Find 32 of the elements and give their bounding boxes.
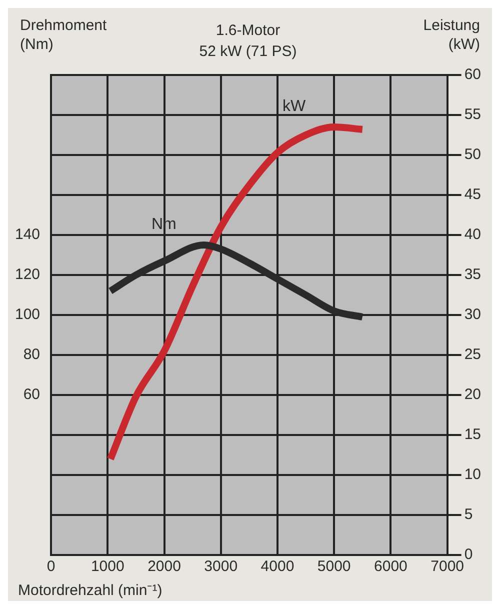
y2-tick-label: 10 bbox=[464, 466, 482, 484]
x-tick-label: 6000 bbox=[374, 558, 408, 576]
y2-tick-label: 45 bbox=[464, 186, 482, 204]
x-tick-label: 2000 bbox=[148, 558, 181, 576]
y-tick-label: 60 bbox=[23, 386, 40, 404]
y-tick-label: 140 bbox=[14, 226, 40, 244]
y2-tick-label: 50 bbox=[464, 146, 482, 164]
x-tick-label: 5000 bbox=[317, 558, 351, 576]
y2-tick-label: 55 bbox=[464, 106, 482, 124]
x-tick-label: 3000 bbox=[204, 558, 238, 576]
y-tick-label: 80 bbox=[23, 346, 40, 364]
x-tick-label: 0 bbox=[46, 558, 56, 576]
x-tick-label: 4000 bbox=[260, 558, 294, 576]
y-axis-title: Drehmoment (Nm) bbox=[20, 17, 108, 53]
y2-tick-label: 40 bbox=[464, 226, 482, 244]
y2-tick-label: 25 bbox=[464, 346, 482, 364]
chart-title: 1.6-Motor bbox=[216, 22, 280, 40]
y2-tick-label: 35 bbox=[464, 266, 482, 284]
y2-tick-label: 0 bbox=[464, 546, 473, 564]
x-tick-label: 1000 bbox=[90, 558, 124, 576]
x-axis-title: Motordrehzahl (min⁻¹) bbox=[18, 582, 162, 599]
y2-tick-label: 5 bbox=[464, 506, 473, 524]
y2-tick-label: 20 bbox=[464, 386, 482, 404]
y2-tick-label: 15 bbox=[464, 426, 482, 444]
y-tick-label: 120 bbox=[14, 266, 40, 284]
series-label: kW bbox=[282, 98, 307, 115]
y2-tick-label: 60 bbox=[464, 66, 482, 84]
chart-subtitle: 52 kW (71 PS) bbox=[199, 43, 297, 60]
y-tick-label: 100 bbox=[14, 306, 40, 324]
y2-axis-title: Leistung (kW) bbox=[423, 17, 480, 53]
y2-tick-label: 30 bbox=[464, 306, 482, 324]
x-tick-label: 7000 bbox=[430, 558, 464, 576]
